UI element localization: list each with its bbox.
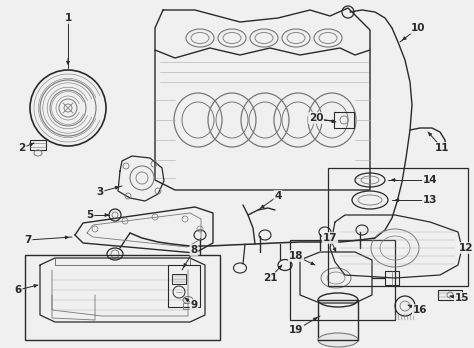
Bar [290, 240, 395, 320]
Text: 12: 12 [459, 243, 473, 253]
Bar [318, 300, 358, 340]
Text: 3: 3 [96, 187, 104, 197]
Text: 16: 16 [413, 305, 427, 315]
Text: 7: 7 [24, 235, 32, 245]
Text: 10: 10 [411, 23, 425, 33]
Text: 9: 9 [191, 300, 198, 310]
Text: 13: 13 [423, 195, 437, 205]
Text: 2: 2 [18, 143, 26, 153]
Text: 19: 19 [289, 325, 303, 335]
Text: 20: 20 [309, 113, 323, 123]
Bar [30, 140, 46, 150]
Text: 5: 5 [86, 210, 94, 220]
Text: 11: 11 [435, 143, 449, 153]
Text: 18: 18 [289, 251, 303, 261]
Bar [385, 271, 399, 285]
Bar [334, 112, 354, 128]
Text: 17: 17 [323, 233, 337, 243]
Bar [168, 265, 200, 307]
Bar [183, 303, 193, 309]
Text: 4: 4 [274, 191, 282, 201]
Text: 6: 6 [14, 285, 22, 295]
Text: 15: 15 [455, 293, 469, 303]
Ellipse shape [318, 333, 358, 347]
Bar [438, 290, 462, 300]
Text: 14: 14 [423, 175, 438, 185]
Bar [25, 255, 220, 340]
Text: 1: 1 [64, 13, 72, 23]
Text: 21: 21 [263, 273, 277, 283]
Bar [172, 274, 186, 284]
Bar [328, 168, 468, 286]
Text: 8: 8 [191, 245, 198, 255]
